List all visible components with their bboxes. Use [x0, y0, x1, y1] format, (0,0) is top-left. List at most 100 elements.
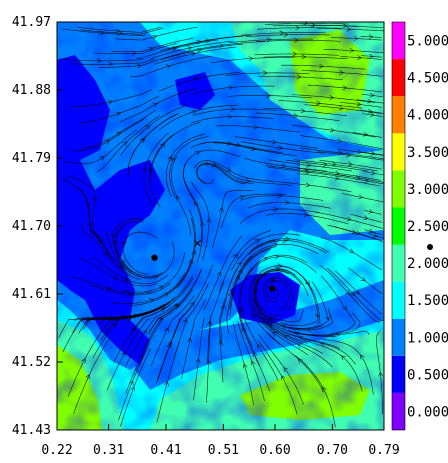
streamline-arrow — [252, 313, 257, 319]
colorbar-swatch — [392, 207, 405, 245]
streamline-arrow — [153, 275, 159, 280]
streamline — [335, 270, 382, 315]
streamline-arrow — [81, 358, 86, 364]
colorbar-tick-label: 2.000 — [407, 256, 448, 272]
streamline-arrow — [357, 55, 362, 60]
streamline-arrow — [346, 26, 352, 32]
streamline-arrow — [204, 161, 210, 167]
streamline-arrow — [298, 335, 304, 341]
streamline-arrow — [206, 218, 212, 224]
x-tick-label: 0.60 — [259, 443, 290, 458]
streamline-arrow — [167, 340, 173, 346]
streamline-arrow — [281, 324, 287, 330]
colorbar-swatch — [392, 170, 405, 208]
streamline — [362, 113, 384, 117]
colorbar-swatch — [392, 244, 405, 282]
streamline-arrow — [116, 111, 122, 117]
streamline-arrow — [305, 182, 311, 188]
y-tick-label: 41.70 — [12, 219, 51, 234]
colorbar-swatch — [392, 59, 405, 97]
streamline-arrow — [325, 315, 330, 321]
streamline-arrow — [292, 51, 298, 57]
streamline-arrow — [296, 74, 302, 80]
streamline-arrow — [294, 331, 300, 337]
colorbar-tick-label: 4.500 — [407, 71, 448, 87]
streamline-arrow — [260, 273, 266, 278]
streamline-arrow — [306, 162, 311, 168]
streamline-arrow — [238, 268, 243, 274]
colorbar-swatch — [392, 281, 405, 319]
streamline-arrow — [167, 155, 172, 161]
streamline-arrow — [106, 285, 112, 291]
colorbar-tick-label: 5.000 — [407, 34, 448, 50]
streamline-arrow — [152, 34, 158, 40]
streamline-arrow — [131, 50, 137, 56]
streamline-arrow — [220, 304, 226, 310]
streamline-arrow — [164, 380, 169, 387]
streamline-arrow — [242, 363, 248, 369]
streamline-arrow — [347, 161, 353, 167]
streamline-arrow — [283, 366, 289, 372]
streamline-arrow — [305, 280, 310, 286]
streamline-arrow — [329, 127, 335, 133]
x-tick-label: 0.70 — [317, 443, 348, 458]
streamline-arrow — [227, 114, 233, 120]
streamline-arrow — [140, 137, 146, 142]
marker-dot — [268, 285, 276, 292]
y-tick-label: 41.79 — [12, 151, 51, 166]
streamline-arrow — [372, 232, 378, 238]
streamline-arrow — [85, 317, 91, 323]
field-texture-dark-blue — [57, 22, 384, 430]
x-axis: 0.22 0.31 0.41 0.51 0.60 0.70 0.79 — [41, 424, 400, 458]
streamline — [363, 171, 384, 176]
streamline-arrow — [233, 253, 238, 259]
streamline-arrow — [122, 141, 128, 147]
streamline-arrow — [245, 178, 251, 183]
streamline — [301, 70, 383, 77]
streamline-arrow — [98, 238, 104, 244]
streamline-arrow — [339, 70, 344, 75]
streamline-arrow — [85, 374, 91, 380]
streamline-arrow — [142, 166, 147, 172]
streamline — [319, 159, 382, 170]
streamline-arrow — [337, 138, 343, 144]
streamline-arrow — [329, 95, 335, 100]
streamline-arrow — [346, 216, 352, 222]
streamline-arrow — [216, 271, 222, 277]
streamline-arrow — [226, 167, 232, 172]
colorbar-tick-label: 0.000 — [407, 404, 448, 420]
streamline-arrow — [195, 151, 201, 156]
colorbar-swatch — [392, 96, 405, 134]
streamline — [320, 237, 382, 270]
streamline-arrow — [284, 335, 290, 340]
streamline-arrow — [165, 64, 172, 70]
streamline-arrow — [280, 163, 286, 168]
streamline-arrow — [207, 320, 213, 326]
streamline-arrow — [187, 337, 192, 343]
streamline-arrow — [293, 113, 299, 119]
streamline-arrow — [148, 46, 154, 52]
streamline-arrow — [355, 230, 361, 236]
colorbar-tick-label: 2.500 — [407, 219, 448, 235]
streamline-arrow — [322, 162, 328, 168]
colorbar: 0.000 0.500 1.000 1.500 2.000 2.500 3.000 3.500… — [391, 21, 448, 431]
streamline-arrow — [160, 142, 166, 148]
streamline-arrow — [274, 254, 280, 260]
streamline — [337, 148, 383, 156]
streamline-arrow — [196, 39, 202, 45]
streamline-arrow — [266, 37, 272, 43]
colorbar-tick-label: 1.000 — [407, 330, 448, 346]
streamline-arrow — [304, 169, 310, 175]
x-tick-label: 0.22 — [41, 443, 72, 458]
streamline-arrow — [228, 291, 234, 297]
y-tick-label: 41.52 — [12, 355, 51, 370]
streamline-arrow — [334, 175, 340, 181]
streamline-arrow — [102, 250, 108, 256]
y-tick-label: 41.97 — [12, 15, 51, 30]
streamline-arrow — [364, 178, 370, 183]
streamline-arrow — [378, 371, 384, 377]
colorbar-tick-label: 3.500 — [407, 145, 448, 161]
colorbar-swatch — [392, 318, 405, 356]
streamline-arrow — [254, 239, 260, 244]
